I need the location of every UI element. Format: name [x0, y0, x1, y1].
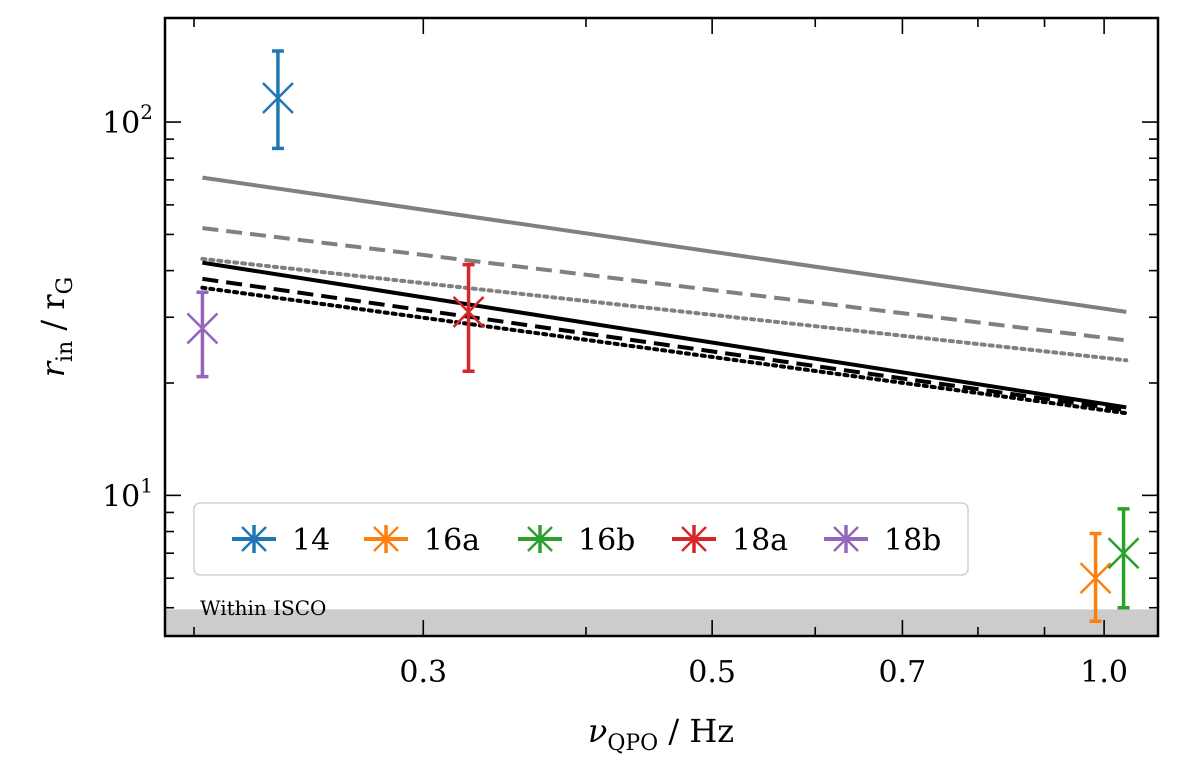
- y-tick-exponent: 1: [140, 473, 153, 497]
- data-point-16b: [1107, 507, 1140, 610]
- legend-label-16b: 16b: [578, 523, 635, 558]
- y-axis-label: rin / rG: [34, 277, 78, 378]
- legend-label-18a: 18a: [732, 523, 788, 558]
- y-tick-base: 10: [102, 106, 140, 141]
- x-tick-label: 1.0: [1080, 655, 1128, 690]
- y-tick-base: 10: [102, 479, 140, 514]
- x-tick-label: 0.7: [879, 655, 927, 690]
- y-label-mid: / r: [34, 294, 72, 341]
- model-line-dashed-2: [202, 226, 1127, 343]
- legend-item-18a: 18a: [672, 523, 788, 558]
- data-point-18b: [186, 290, 219, 379]
- y-tick-exponent: 2: [140, 100, 153, 124]
- isco-label: Within ISCO: [200, 596, 326, 620]
- legend-marker-18a-x2: [681, 526, 707, 552]
- legend-marker-16a-x2: [373, 526, 399, 552]
- isco-shaded-region: [165, 609, 1158, 636]
- legend-item-18b: 18b: [824, 523, 941, 558]
- legend-item-16a: 16a: [364, 523, 480, 558]
- legend-box: [193, 502, 969, 576]
- legend-marker-18b-x2: [833, 526, 859, 552]
- x-tick-label: 0.3: [399, 655, 447, 690]
- x-tick-labels: 0.3 0.5 0.7 1.0: [399, 655, 1128, 690]
- legend-marker-14-x2: [241, 526, 267, 552]
- isco-region: [165, 609, 1158, 636]
- plot-frame: [163, 16, 1160, 638]
- marker-14-x2: [262, 82, 294, 114]
- y-tick-label: 101: [102, 473, 153, 514]
- model-line-dashed-5: [202, 276, 1127, 413]
- legend-label-16a: 16a: [424, 523, 480, 558]
- x-label-sub: QPO: [607, 731, 658, 756]
- x-axis-label: νQPO / Hz: [588, 712, 734, 756]
- marker-16b-x2: [1107, 537, 1140, 570]
- model-line-solid-1: [202, 175, 1127, 314]
- legend-marker-16b-x2: [527, 526, 553, 552]
- legend-label-14: 14: [292, 523, 330, 558]
- model-lines: [200, 175, 1129, 416]
- model-line-dotted-6: [200, 285, 1129, 416]
- model-line-dotted-3: [200, 256, 1129, 363]
- legend: 14 16a 16b 18a 18b: [193, 502, 969, 576]
- y-tick-label: 102: [102, 100, 153, 141]
- data-points: [186, 49, 1140, 624]
- legend-label-18b: 18b: [884, 523, 941, 558]
- data-point-14: [262, 49, 294, 151]
- marker-16a-x2: [1079, 562, 1112, 595]
- data-point-16a: [1079, 531, 1112, 624]
- y-label-sub: in: [53, 341, 78, 362]
- y-label-sub2: G: [53, 277, 78, 295]
- legend-item-16b: 16b: [518, 523, 635, 558]
- x-label-unit: / Hz: [658, 712, 734, 750]
- model-line-solid-4: [202, 260, 1127, 410]
- x-tick-label: 0.5: [688, 655, 736, 690]
- data-point-18a: [452, 262, 485, 374]
- marker-18a-x2: [452, 296, 485, 328]
- x-label-symbol: ν: [588, 712, 607, 750]
- marker-18b-x2: [186, 312, 219, 345]
- y-label-symbol: r: [34, 360, 72, 377]
- legend-item-14: 14: [232, 523, 330, 558]
